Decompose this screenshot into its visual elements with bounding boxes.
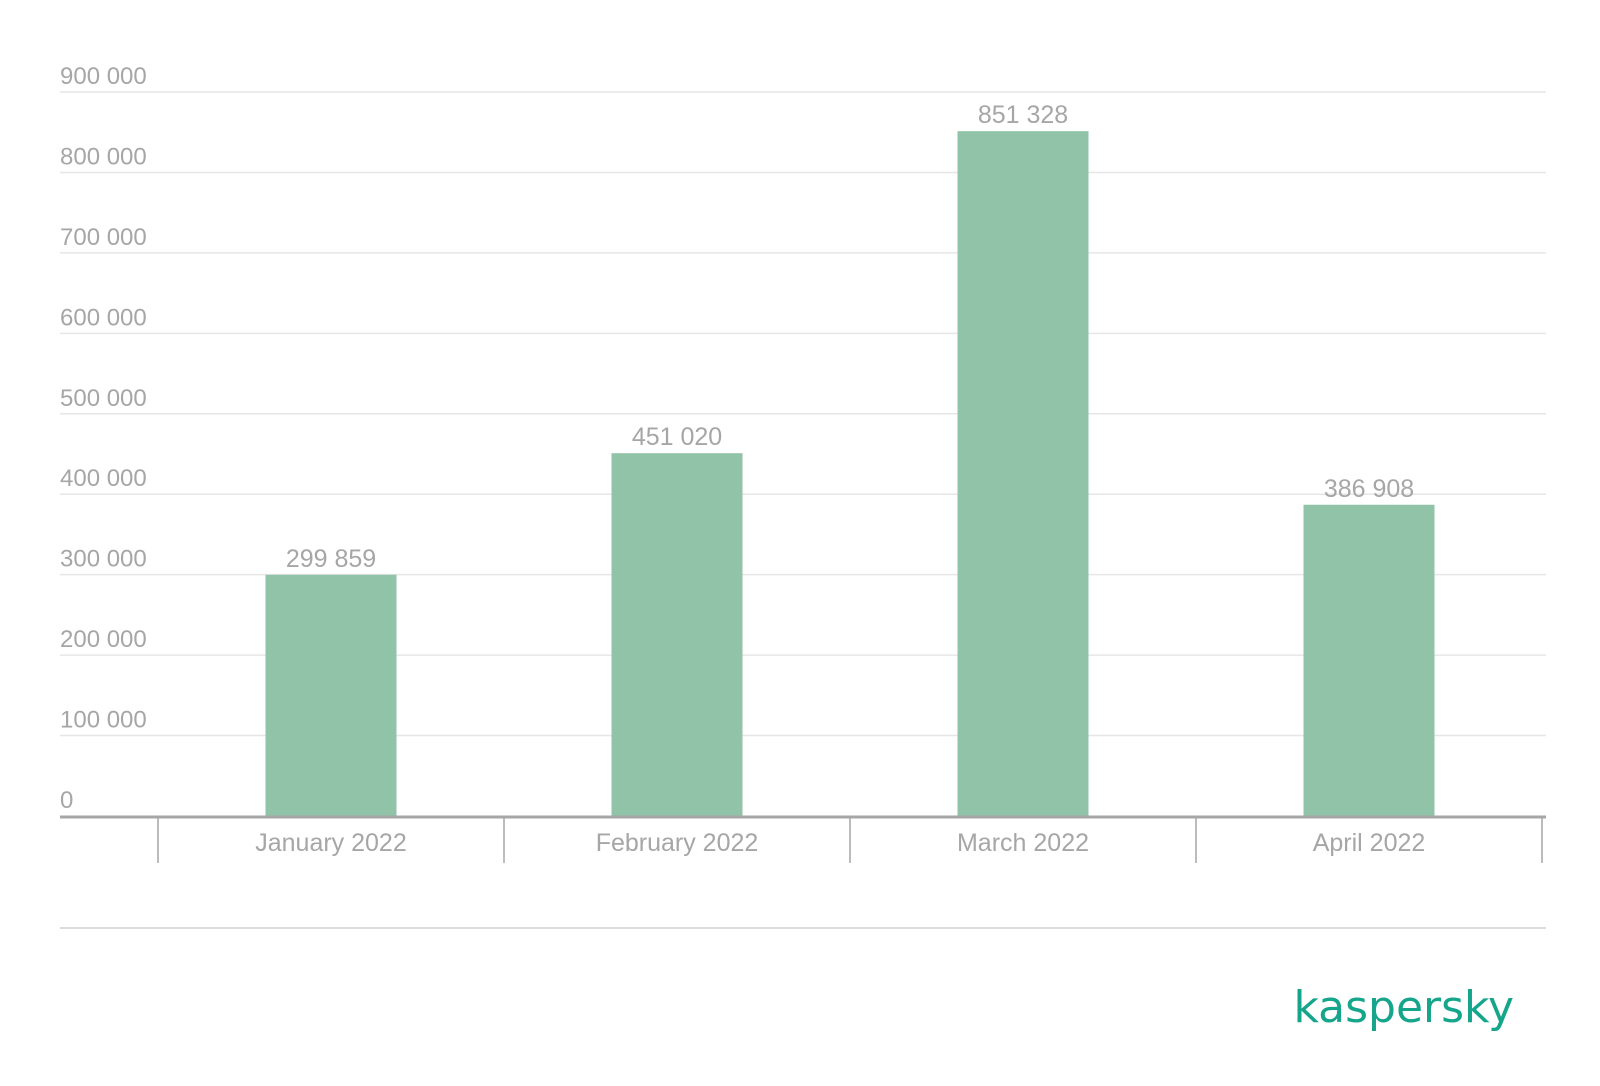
bar [1303, 504, 1435, 816]
y-tick-label: 300 000 [60, 546, 147, 573]
data-label: 451 020 [632, 423, 722, 451]
y-tick-label: 500 000 [60, 385, 147, 412]
y-tick-label: 200 000 [60, 626, 147, 653]
bar [611, 453, 743, 816]
data-label: 299 859 [286, 545, 376, 573]
bar [265, 574, 397, 816]
y-tick-label: 800 000 [60, 143, 147, 170]
y-axis-ticks: 0 100 000 200 000 300 000 400 000 500 000 600 … [60, 63, 147, 814]
x-axis-categories: January 2022 February 2022 March 2022 April… [255, 829, 1425, 857]
y-tick-label: 0 [60, 787, 73, 814]
bar [957, 131, 1089, 816]
y-tick-label: 600 000 [60, 304, 147, 331]
y-tick-label: 900 000 [60, 63, 147, 90]
bars [265, 131, 1435, 816]
data-label: 851 328 [978, 101, 1068, 129]
y-tick-label: 100 000 [60, 707, 147, 734]
kaspersky-logo: kaspersky [1293, 982, 1514, 1033]
x-category-label: February 2022 [596, 829, 759, 857]
value-labels: 299 859 451 020 851 328 386 908 [286, 101, 1414, 573]
y-tick-label: 700 000 [60, 224, 147, 251]
x-category-label: March 2022 [957, 829, 1089, 857]
x-axis [60, 815, 1546, 863]
x-category-label: January 2022 [255, 829, 407, 857]
data-label: 386 908 [1324, 475, 1414, 503]
y-tick-label: 400 000 [60, 465, 147, 492]
x-category-label: April 2022 [1313, 829, 1426, 857]
